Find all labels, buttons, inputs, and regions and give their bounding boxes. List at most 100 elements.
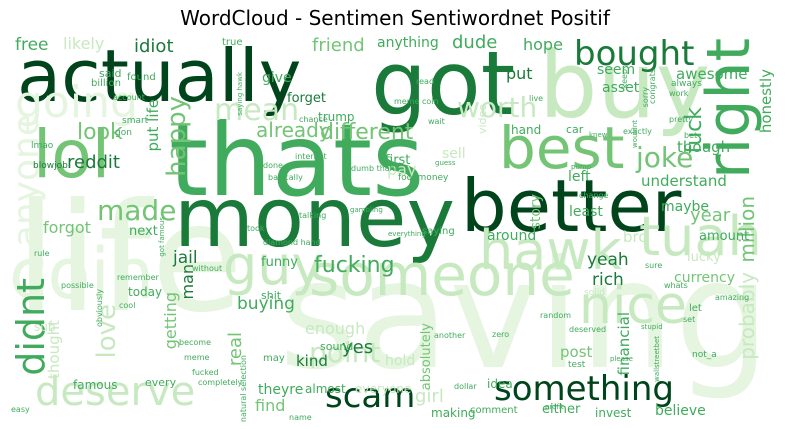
word-car: car xyxy=(566,123,584,136)
word-put: put xyxy=(506,64,533,83)
word-mean: mean xyxy=(214,93,300,128)
word-fucking: fucking xyxy=(314,253,395,278)
word-least: least xyxy=(569,204,603,220)
word-name: name xyxy=(289,413,312,422)
word-meme-coin: meme coin xyxy=(394,97,439,106)
word-something: something xyxy=(494,369,675,409)
word-joke: joke xyxy=(636,141,694,174)
word-currency: currency xyxy=(674,270,735,286)
word-took: took xyxy=(247,224,265,233)
word-amazing: amazing xyxy=(715,293,750,302)
word-bet: bet xyxy=(684,131,698,140)
word-amount: amount xyxy=(699,229,750,244)
word-diamond-hand: diamond hand xyxy=(263,238,321,247)
word-yes: yes xyxy=(342,337,374,358)
word-wait: wait xyxy=(428,117,445,126)
word-fool-money: fool money xyxy=(398,173,449,183)
word-got: got xyxy=(371,34,516,135)
word-likely: likely xyxy=(63,34,105,53)
word-already: already xyxy=(256,118,331,142)
word-better: better xyxy=(461,164,682,248)
word-point: point xyxy=(309,336,381,369)
word-actually: actually xyxy=(17,34,302,118)
word-cool: cool xyxy=(119,301,136,310)
word-smart: smart xyxy=(122,116,149,126)
word-rich: rich xyxy=(592,270,624,290)
wordcloud-canvas: life saving money thats better actually got buy… xyxy=(9,34,782,422)
word-invest: invest xyxy=(595,406,632,420)
word-anything: anything xyxy=(377,35,439,51)
word-true: true xyxy=(222,37,243,48)
word-pretty: pretty xyxy=(669,115,694,124)
word-guess: guess xyxy=(435,159,456,167)
word-asset: asset xyxy=(602,80,640,96)
word-honestly: honestly xyxy=(757,69,775,134)
word-hold: hold xyxy=(385,353,416,369)
word-look: look xyxy=(77,120,123,145)
word-going: going xyxy=(15,77,138,128)
word-solid: solid xyxy=(584,288,605,298)
word-lmao: lmao xyxy=(31,141,54,151)
word-sure: sure xyxy=(645,261,663,270)
word-trump: trump xyxy=(318,110,355,124)
word-remember: remember xyxy=(117,273,159,282)
word-completely: completely xyxy=(198,378,243,387)
word-exactly: exactly xyxy=(623,127,652,136)
word-done: done xyxy=(263,161,283,170)
word-sub: sub xyxy=(34,320,56,334)
word-famous: famous xyxy=(73,378,118,392)
word-lucky: lucky xyxy=(687,250,721,265)
word-right: right xyxy=(694,38,764,179)
word-guy: guy xyxy=(223,234,324,297)
word-work: work xyxy=(669,89,689,98)
word-wallstreetbet: wallstreetbet xyxy=(653,336,661,382)
word-forget: forget xyxy=(287,91,326,106)
word-idiot: idiot xyxy=(134,36,174,57)
word-believe: believe xyxy=(655,403,706,419)
word-sell: sell xyxy=(442,146,466,162)
word-random: random xyxy=(540,311,572,320)
word-everyone: everyone xyxy=(355,382,412,396)
word-bought: bought xyxy=(574,34,695,74)
word-change: change xyxy=(579,191,609,200)
word-live: live xyxy=(529,94,544,103)
word-either: either xyxy=(542,402,581,417)
word-today: today xyxy=(128,285,163,299)
word-chance: chance xyxy=(299,115,328,124)
word-post: post xyxy=(560,343,593,361)
word-first: first xyxy=(385,153,411,168)
word-anyone: anyone xyxy=(9,114,47,248)
word-hand: hand xyxy=(511,123,542,137)
word-idea: idea xyxy=(487,377,513,391)
word-got-famous: got famous xyxy=(158,217,166,257)
word-billion: billion xyxy=(91,78,121,89)
word-keep: keep xyxy=(620,69,629,89)
word-video: video xyxy=(476,104,489,135)
word-almost: almost xyxy=(305,382,346,396)
word-gon: gon xyxy=(115,128,132,138)
word-year: year xyxy=(690,205,731,226)
word-another: another xyxy=(434,331,466,340)
word-someone: someone xyxy=(309,241,575,309)
word-stupid: stupid xyxy=(641,323,663,331)
word-though: though xyxy=(677,138,731,156)
word-understand: understand xyxy=(641,172,727,190)
word-scam: scam xyxy=(325,376,416,416)
word-shit: shit xyxy=(261,289,282,302)
word-making: making xyxy=(431,406,476,420)
word-become: become xyxy=(179,338,212,347)
word-saying: saying xyxy=(422,226,455,237)
word-different: different xyxy=(320,120,414,145)
word-not-a: not_a xyxy=(692,350,717,360)
word-lol: lol xyxy=(33,116,111,193)
word-let: let xyxy=(689,303,702,314)
word-pump: pump xyxy=(571,163,592,171)
word-said: said xyxy=(99,67,122,80)
word-please: please xyxy=(610,355,633,363)
word-coin: coin xyxy=(9,233,155,315)
word-yeah: yeah xyxy=(587,250,629,270)
word-possible: possible xyxy=(61,281,94,290)
word-deserve: deserve xyxy=(35,369,196,415)
word-set: set xyxy=(683,315,696,324)
